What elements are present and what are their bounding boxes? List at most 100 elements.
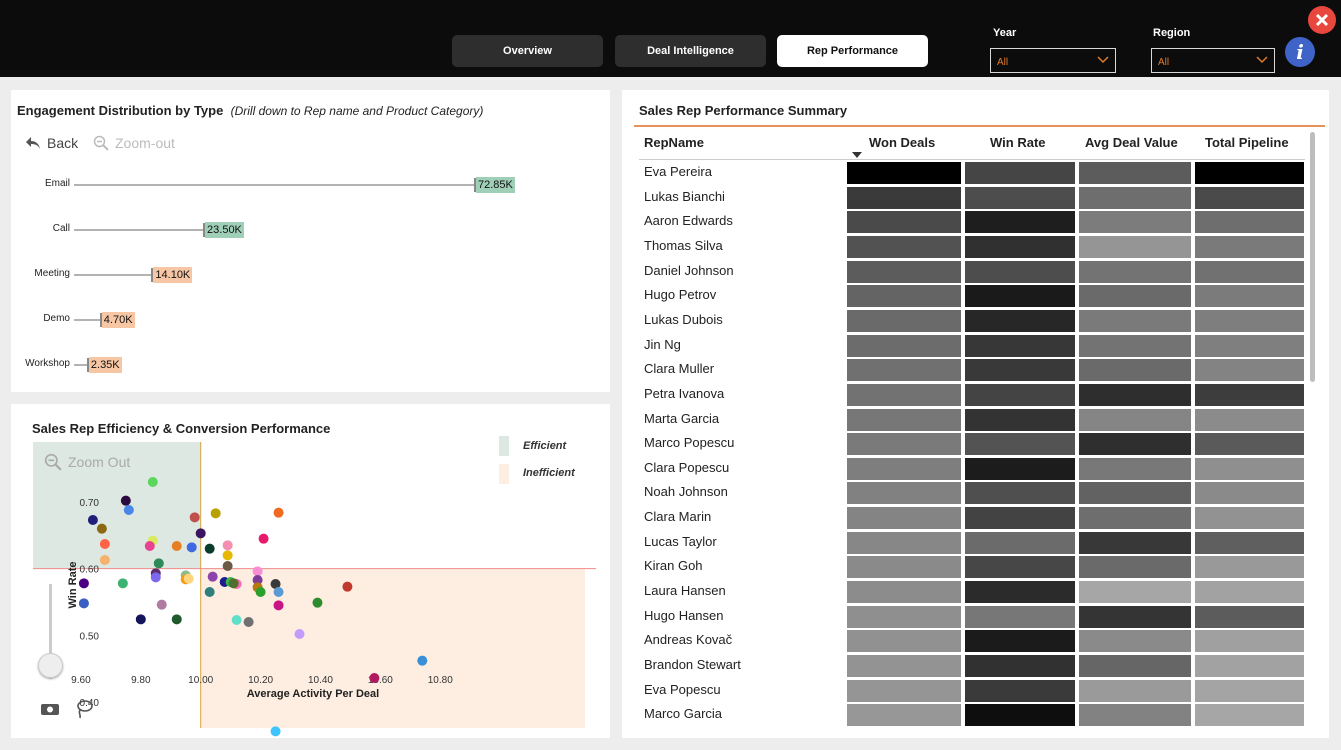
table-row[interactable]: Eva Popescu: [622, 679, 1312, 703]
bar-row-meeting[interactable]: Meeting 14.10K: [11, 266, 610, 284]
sort-descending-icon[interactable]: [852, 152, 862, 158]
scatter-point[interactable]: [228, 578, 239, 589]
scatter-point[interactable]: [273, 587, 284, 597]
close-button[interactable]: [1308, 6, 1336, 34]
scatter-point[interactable]: [231, 615, 242, 625]
scatter-point[interactable]: [186, 542, 197, 553]
zoom-slider-track[interactable]: [49, 584, 52, 679]
bar-row-workshop[interactable]: Workshop 2.35K: [11, 356, 610, 374]
scatter-point[interactable]: [195, 528, 206, 539]
table-row[interactable]: Clara Popescu: [622, 457, 1312, 481]
bar-mark[interactable]: [74, 319, 100, 321]
year-filter-dropdown[interactable]: All: [990, 48, 1116, 73]
table-row[interactable]: Hugo Petrov: [622, 284, 1312, 308]
lasso-select-icon[interactable]: [75, 699, 93, 719]
table-row[interactable]: Petra Ivanova: [622, 383, 1312, 407]
scatter-point[interactable]: [252, 575, 263, 585]
scatter-point[interactable]: [270, 579, 281, 589]
scatter-point[interactable]: [144, 541, 155, 551]
scatter-point[interactable]: [87, 515, 98, 525]
scatter-point[interactable]: [99, 539, 110, 549]
bar-row-call[interactable]: Call 23.50K: [11, 221, 610, 239]
scatter-point[interactable]: [312, 597, 323, 608]
scatter-point[interactable]: [189, 512, 200, 523]
bar-row-demo[interactable]: Demo 4.70K: [11, 311, 610, 329]
scatter-point[interactable]: [96, 523, 107, 534]
table-row[interactable]: Lucas Taylor: [622, 531, 1312, 555]
table-row[interactable]: Kiran Goh: [622, 555, 1312, 579]
scatter-point[interactable]: [99, 555, 110, 565]
table-row[interactable]: Daniel Johnson: [622, 260, 1312, 284]
scatter-point[interactable]: [147, 477, 158, 487]
scatter-point[interactable]: [78, 598, 89, 609]
rect-select-icon[interactable]: [40, 701, 60, 717]
column-header-won-deals[interactable]: Won Deals: [869, 135, 936, 150]
column-header-repname[interactable]: RepName: [644, 135, 704, 150]
scatter-point[interactable]: [273, 507, 284, 518]
table-row[interactable]: Laura Hansen: [622, 580, 1312, 604]
zoom-slider-handle[interactable]: [38, 653, 63, 678]
table-row[interactable]: Marco Garcia: [622, 703, 1312, 727]
table-row[interactable]: Clara Muller: [622, 358, 1312, 382]
scatter-point[interactable]: [120, 495, 131, 506]
scatter-point[interactable]: [417, 655, 428, 666]
scatter-point[interactable]: [210, 508, 221, 519]
column-header-win-rate[interactable]: Win Rate: [990, 135, 1046, 150]
scatter-point[interactable]: [243, 617, 254, 627]
table-row[interactable]: Marco Popescu: [622, 432, 1312, 456]
scatter-point[interactable]: [273, 600, 284, 611]
scatter-point[interactable]: [135, 614, 146, 625]
info-button[interactable]: i: [1285, 37, 1315, 67]
scatter-point[interactable]: [204, 587, 215, 597]
scatter-point[interactable]: [156, 599, 167, 610]
tab-deal-intelligence[interactable]: Deal Intelligence: [615, 35, 766, 67]
scatter-point[interactable]: [222, 540, 233, 551]
scatter-point[interactable]: [255, 587, 266, 597]
bar-mark[interactable]: [74, 274, 152, 276]
scatter-point[interactable]: [171, 541, 182, 551]
scatter-zoom-out-button[interactable]: Zoom Out: [44, 453, 130, 471]
scatter-point[interactable]: [117, 578, 128, 589]
scatter-point[interactable]: [183, 573, 194, 584]
back-button[interactable]: Back: [25, 135, 78, 151]
scatter-point[interactable]: [270, 726, 281, 737]
scatter-point[interactable]: [153, 558, 164, 569]
scatter-point[interactable]: [123, 505, 134, 515]
scatter-point[interactable]: [252, 566, 263, 577]
bar-row-email[interactable]: Email 72.85K: [11, 176, 610, 194]
table-row[interactable]: Lukas Bianchi: [622, 186, 1312, 210]
table-row[interactable]: Andreas Kovač: [622, 629, 1312, 653]
region-filter-dropdown[interactable]: All: [1151, 48, 1275, 73]
scatter-point[interactable]: [222, 550, 233, 561]
scatter-point[interactable]: [294, 629, 305, 639]
scatter-point[interactable]: [78, 578, 89, 589]
heatmap-cell: [965, 235, 1075, 258]
vertical-scrollbar[interactable]: [1310, 132, 1315, 382]
table-row[interactable]: Marta Garcia: [622, 408, 1312, 432]
table-row[interactable]: Hugo Hansen: [622, 605, 1312, 629]
tab-overview[interactable]: Overview: [452, 35, 603, 67]
table-row[interactable]: Jin Ng: [622, 334, 1312, 358]
scatter-point[interactable]: [222, 561, 233, 571]
scatter-point[interactable]: [369, 673, 380, 683]
bar-mark[interactable]: [74, 229, 204, 231]
scatter-point[interactable]: [150, 572, 161, 583]
table-row[interactable]: Noah Johnson: [622, 481, 1312, 505]
scatter-point[interactable]: [342, 581, 353, 592]
column-header-avg-deal-value[interactable]: Avg Deal Value: [1085, 135, 1178, 150]
column-header-total-pipeline[interactable]: Total Pipeline: [1205, 135, 1289, 150]
table-row[interactable]: Aaron Edwards: [622, 210, 1312, 234]
scatter-point[interactable]: [207, 571, 218, 582]
table-row[interactable]: Clara Marin: [622, 506, 1312, 530]
bar-mark[interactable]: [74, 364, 87, 366]
table-row[interactable]: Lukas Dubois: [622, 309, 1312, 333]
scatter-point[interactable]: [258, 533, 269, 544]
table-row[interactable]: Eva Pereira: [622, 161, 1312, 185]
bar-mark[interactable]: [74, 184, 474, 186]
scatter-point[interactable]: [204, 543, 215, 554]
zoom-out-button[interactable]: Zoom-out: [93, 135, 175, 151]
table-row[interactable]: Thomas Silva: [622, 235, 1312, 259]
scatter-point[interactable]: [171, 614, 182, 625]
table-row[interactable]: Brandon Stewart: [622, 654, 1312, 678]
tab-rep-performance[interactable]: Rep Performance: [777, 35, 928, 67]
